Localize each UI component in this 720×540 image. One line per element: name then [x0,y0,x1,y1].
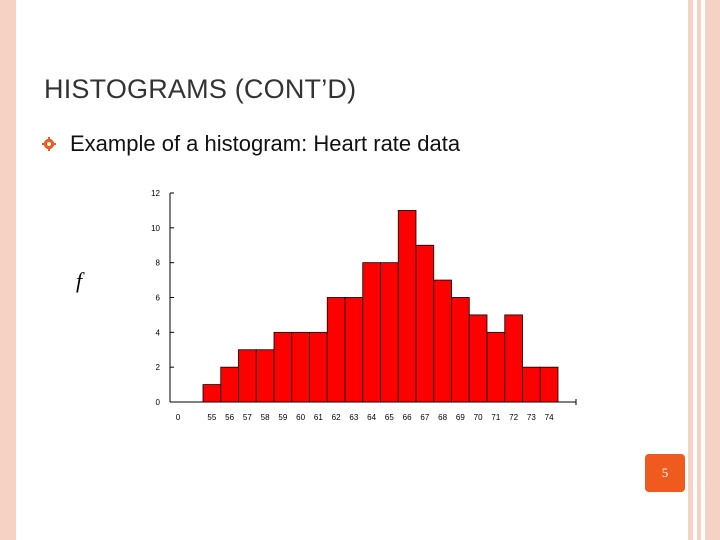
x-tick-label: 69 [456,413,465,422]
x-tick-label: 57 [243,413,252,422]
x-tick-label: 62 [332,413,341,422]
x-tick-label: 64 [367,413,376,422]
bullet-text: Example of a histogram: Heart rate data [70,131,461,156]
x-tick-label: 74 [545,413,554,422]
x-tick-label: 73 [527,413,536,422]
histogram-bar [326,297,346,403]
x-origin-label: 0 [176,413,181,422]
histogram-bar [451,297,470,403]
histogram-bar [291,331,310,403]
histogram-bar [220,366,239,403]
x-axis: 0 55 56 57 58 59 60 61 62 63 64 65 66 67 68 69 70 71 72 73 7… [170,399,577,422]
y-tick-label: 4 [156,328,161,337]
x-tick-label: 63 [349,413,358,422]
histogram-bar [415,244,435,403]
histogram-bar [202,384,222,403]
histogram-bar [238,349,257,403]
slide-border-right [705,0,720,540]
y-tick-label: 6 [156,294,161,303]
histogram-bar [468,314,488,403]
slide-border-left [0,0,16,540]
histogram-bar [433,279,452,403]
page-number-badge: 5 [645,454,685,492]
histogram-bar [522,366,541,403]
slide-border-right-stripe [697,0,701,540]
histogram-bar [362,262,381,403]
histogram-bar [397,210,417,403]
x-tick-label: 71 [491,413,500,422]
x-tick-label: 72 [509,413,518,422]
x-tick-label: 61 [314,413,323,422]
histogram-bar [344,297,364,403]
histogram-bar [309,331,328,403]
y-axis: 0 2 4 6 8 10 12 [151,189,174,407]
x-tick-label: 66 [403,413,412,422]
x-tick-label: 56 [225,413,234,422]
histogram-bar [486,331,506,403]
histogram-bar [273,331,293,403]
histogram-bar [539,366,559,403]
x-tick-label: 58 [261,413,270,422]
x-tick-label: 60 [296,413,305,422]
x-tick-label: 59 [278,413,287,422]
slide-border-right-stripe [688,0,693,540]
y-tick-label: 12 [151,189,160,198]
x-tick-label: 70 [474,413,483,422]
x-tick-label: 68 [438,413,447,422]
x-tick-label: 55 [207,413,216,422]
y-tick-label: 10 [151,224,160,233]
bars [202,210,559,403]
gear-bullet-icon [42,137,56,151]
x-tick-label: 65 [385,413,394,422]
histogram-bar [504,314,523,403]
histogram-bar [380,262,399,403]
slide-title: HISTOGRAMS (CONT’D) [44,74,357,104]
y-axis-label: f [76,268,83,293]
y-tick-label: 2 [156,363,161,372]
y-tick-label: 0 [156,398,161,407]
y-tick-label: 8 [156,259,161,268]
x-tick-label: 67 [420,413,429,422]
histogram-bar [255,349,275,403]
